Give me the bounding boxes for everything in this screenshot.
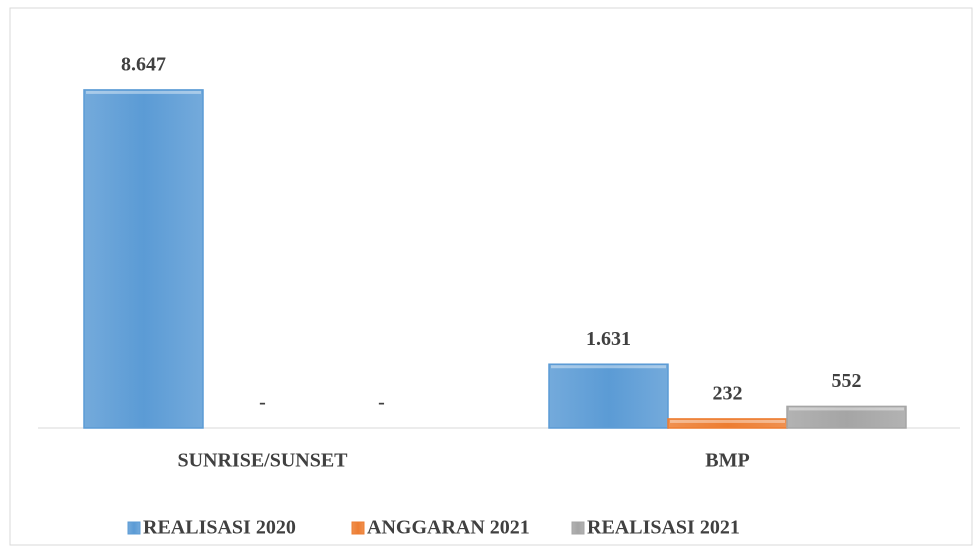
data-label: 552 — [832, 370, 862, 392]
bar-highlight — [551, 365, 666, 369]
legend-swatch — [571, 521, 585, 535]
legend-swatch — [127, 521, 141, 535]
bar — [786, 405, 907, 429]
data-label: 1.631 — [586, 328, 631, 350]
legend-swatch — [351, 521, 365, 535]
data-label: - — [259, 392, 266, 414]
legend-label: ANGGARAN 2021 — [367, 517, 530, 539]
legend-label: REALISASI 2021 — [587, 517, 740, 539]
bar-highlight — [670, 419, 785, 423]
x-tick-label: BMP — [705, 450, 749, 472]
bar — [548, 363, 669, 429]
data-label: 8.647 — [121, 53, 166, 75]
data-label: 232 — [713, 383, 743, 405]
bar-highlight — [789, 407, 904, 411]
bar-highlight — [86, 90, 201, 94]
legend-label: REALISASI 2020 — [143, 517, 296, 539]
data-label: - — [378, 392, 385, 414]
x-tick-label: SUNRISE/SUNSET — [177, 450, 348, 472]
bar — [83, 89, 204, 429]
